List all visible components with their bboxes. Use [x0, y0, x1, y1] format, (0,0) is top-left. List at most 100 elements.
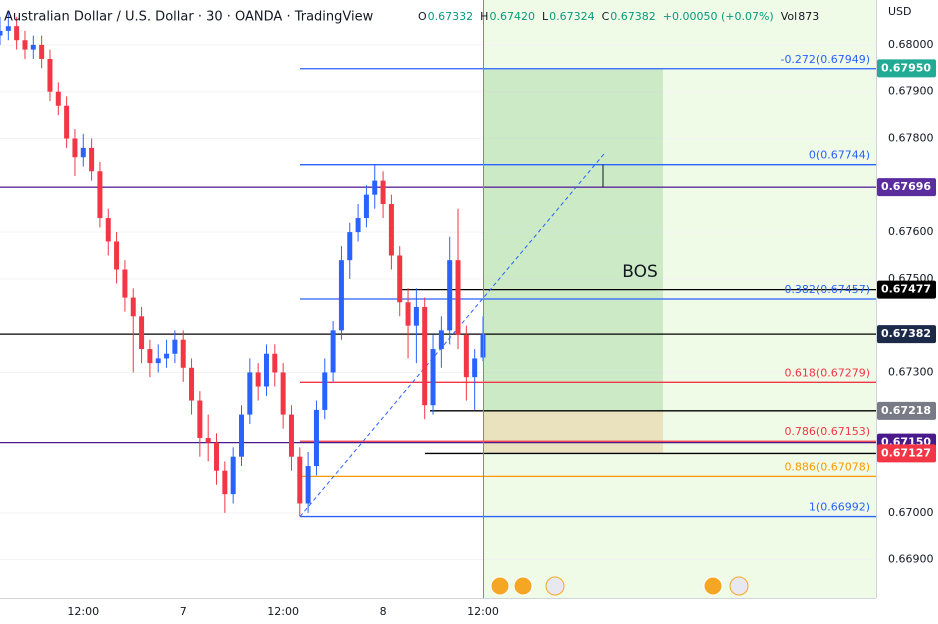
x-tick-label: 12:00 — [467, 605, 499, 618]
candle-body — [297, 456, 303, 504]
candle-body — [47, 58, 53, 92]
fib-trend-line — [299, 152, 606, 517]
fib-label: 0.786(0.67153) — [784, 425, 870, 438]
candle-body — [97, 171, 103, 219]
price-badge-label: 0.67696 — [881, 180, 931, 193]
candle-body — [230, 456, 236, 495]
quote-value: 0.67420 — [489, 10, 535, 23]
y-tick-label: 0.68000 — [888, 38, 934, 51]
candle-body — [72, 138, 78, 158]
candle-body — [155, 358, 161, 364]
candle-body — [247, 372, 253, 415]
currency-label: USD — [888, 5, 912, 18]
x-tick-label: 12:00 — [67, 605, 99, 618]
fib-label: 0.886(0.67078) — [784, 460, 870, 473]
chart-title: Australian Dollar / U.S. Dollar · 30 · O… — [4, 10, 374, 25]
candle-body — [405, 302, 411, 326]
quote-value: 0.67324 — [549, 10, 595, 23]
y-tick-label: 0.67300 — [888, 365, 934, 378]
quote-value: 0.67382 — [610, 10, 656, 23]
candle-body — [197, 400, 203, 438]
candle-body — [422, 306, 428, 406]
candle-body — [438, 330, 444, 350]
candle-body — [372, 180, 378, 195]
candle-body — [105, 218, 111, 242]
quote-value: 873 — [798, 10, 819, 23]
candle-body — [22, 40, 28, 50]
candle-body — [0, 30, 3, 36]
stop-zone — [483, 410, 663, 454]
candle-body — [55, 91, 61, 106]
quote-key: H — [480, 10, 488, 23]
x-tick-label: 7 — [180, 605, 187, 618]
fib-label: 0.618(0.67279) — [784, 366, 870, 379]
candle-body — [189, 367, 195, 401]
y-tick-label: 0.66900 — [888, 553, 934, 566]
candle-body — [130, 297, 136, 317]
event-icons — [490, 576, 749, 596]
candle-body — [380, 180, 386, 205]
candle-body — [447, 260, 453, 331]
y-tick-label: 0.67600 — [888, 225, 934, 238]
candle-body — [180, 339, 186, 368]
candle-body — [5, 26, 11, 31]
candle-body — [255, 372, 261, 387]
candle-body — [413, 306, 419, 326]
candle-body — [272, 353, 278, 373]
target-zone — [483, 68, 663, 411]
candle-body — [463, 335, 469, 378]
price-badge — [877, 280, 936, 299]
candle-body — [80, 147, 86, 158]
candle-body — [114, 241, 120, 270]
candle-body — [122, 269, 128, 298]
candle-body — [330, 330, 336, 373]
candle-body — [313, 409, 319, 467]
candle-body — [338, 260, 344, 331]
candle-body — [30, 44, 36, 50]
candle-body — [89, 147, 95, 172]
candle-body — [397, 255, 403, 303]
candle-body — [214, 442, 220, 471]
candle-body — [239, 414, 244, 457]
candle-body — [147, 349, 153, 364]
price-badge — [877, 178, 936, 197]
price-badge — [877, 59, 936, 78]
candle-body — [388, 204, 394, 256]
candle-body — [305, 466, 311, 504]
price-badge-label: 0.67477 — [881, 283, 931, 296]
candle-body — [455, 260, 461, 336]
quote-key: L — [542, 10, 549, 23]
candle-body — [322, 372, 328, 410]
y-tick-label: 0.67900 — [888, 85, 934, 98]
price-badge — [877, 325, 936, 344]
candle-body — [172, 339, 178, 354]
candle-body — [363, 194, 369, 219]
y-tick-label: 0.67000 — [888, 506, 934, 519]
fib-label: 0.382(0.67457) — [784, 283, 870, 296]
candle-body — [472, 358, 478, 378]
candle-body — [347, 232, 353, 261]
candle-body — [39, 44, 45, 59]
price-badge — [877, 401, 936, 420]
price-badge-label: 0.67950 — [881, 61, 931, 74]
price-badge-label: 0.67127 — [881, 446, 931, 459]
fib-label: 0(0.67744) — [809, 149, 870, 162]
candle-body — [139, 316, 145, 350]
x-tick-label: 8 — [380, 605, 387, 618]
candle-body — [64, 105, 70, 139]
y-tick-label: 0.67800 — [888, 132, 934, 145]
quote-value: 0.67332 — [428, 10, 474, 23]
fib-label: 1(0.66992) — [809, 501, 870, 514]
candle-body — [205, 437, 211, 443]
x-tick-label: 12:00 — [267, 605, 299, 618]
price-badge — [877, 444, 936, 463]
candle-body — [222, 470, 228, 495]
quote-key: C — [602, 10, 610, 23]
quote-value: +0.00050 (+0.07%) — [663, 10, 774, 23]
fib-label: -0.272(0.67949) — [780, 53, 870, 66]
quote-key: Vol — [781, 10, 797, 23]
candle-body — [288, 414, 294, 457]
candle-body — [263, 353, 269, 387]
candle-body — [355, 218, 361, 233]
